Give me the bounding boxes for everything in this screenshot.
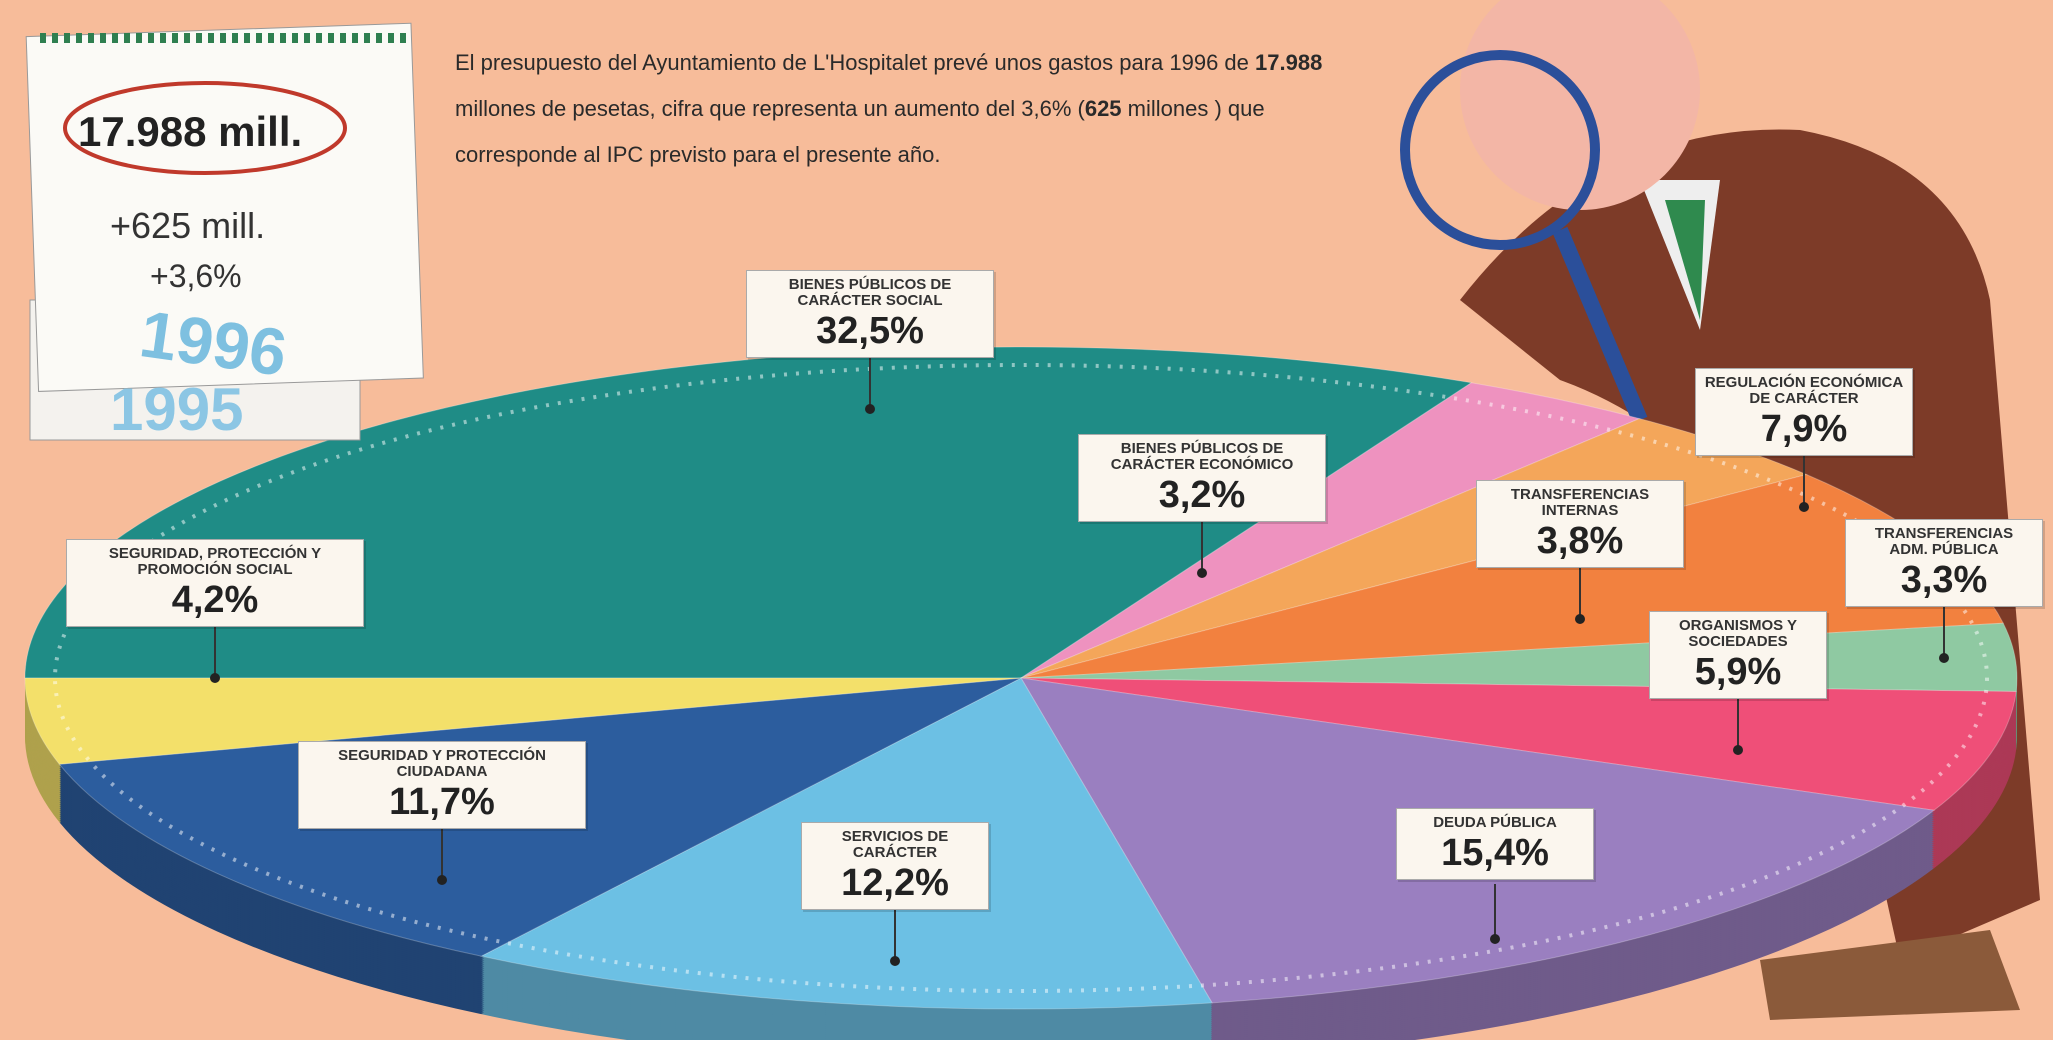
calendar-total: 17.988 mill. (78, 108, 302, 156)
category-name: ORGANISMOS Y SOCIEDADES (1658, 618, 1818, 650)
value-label: 12,2% (810, 861, 980, 905)
leader-dot (865, 404, 875, 414)
category-name: BIENES PÚBLICOS DE CARÁCTER ECONÓMICO (1087, 441, 1317, 473)
intro-part: millones de pesetas, cifra que represent… (455, 96, 1085, 121)
leader-dot (210, 673, 220, 683)
leader-dot (1197, 568, 1207, 578)
category-name: SERVICIOS DE CARÁCTER (810, 829, 980, 861)
category-name: SEGURIDAD Y PROTECCIÓN CIUDADANA (307, 748, 577, 780)
value-label: 5,9% (1658, 650, 1818, 694)
intro-text: El presupuesto del Ayuntamiento de L'Hos… (455, 40, 1335, 178)
leader-dot (1733, 745, 1743, 755)
calendar-previous-year: 1995 (110, 375, 243, 444)
leader-dot (1490, 934, 1500, 944)
leader-dot (1799, 502, 1809, 512)
category-name: SEGURIDAD, PROTECCIÓN Y PROMOCIÓN SOCIAL (75, 546, 355, 578)
leader-dot (1939, 653, 1949, 663)
leader-dot (437, 875, 447, 885)
intro-bold: 625 (1085, 96, 1122, 121)
category-name: REGULACIÓN ECONÓMICA DE CARÁCTER (1704, 375, 1904, 407)
slice-label: SEGURIDAD, PROTECCIÓN Y PROMOCIÓN SOCIAL… (66, 539, 364, 627)
value-label: 3,3% (1854, 558, 2034, 602)
value-label: 11,7% (307, 780, 577, 824)
value-label: 3,2% (1087, 473, 1317, 517)
value-label: 7,9% (1704, 407, 1904, 451)
value-label: 32,5% (755, 309, 985, 353)
category-name: TRANSFERENCIAS INTERNAS (1485, 487, 1675, 519)
value-label: 4,2% (75, 578, 355, 622)
leader-dot (890, 956, 900, 966)
calendar-percent: +3,6% (150, 258, 242, 295)
value-label: 15,4% (1405, 831, 1585, 875)
intro-part: El presupuesto del Ayuntamiento de L'Hos… (455, 50, 1255, 75)
calendar-increase: +625 mill. (110, 205, 265, 247)
intro-bold: 17.988 (1255, 50, 1322, 75)
value-label: 3,8% (1485, 519, 1675, 563)
page: El presupuesto del Ayuntamiento de L'Hos… (0, 0, 2053, 1040)
category-name: TRANSFERENCIAS ADM. PÚBLICA (1854, 526, 2034, 558)
category-name: DEUDA PÚBLICA (1405, 815, 1585, 831)
leader-dot (1575, 614, 1585, 624)
category-name: BIENES PÚBLICOS DE CARÁCTER SOCIAL (755, 277, 985, 309)
